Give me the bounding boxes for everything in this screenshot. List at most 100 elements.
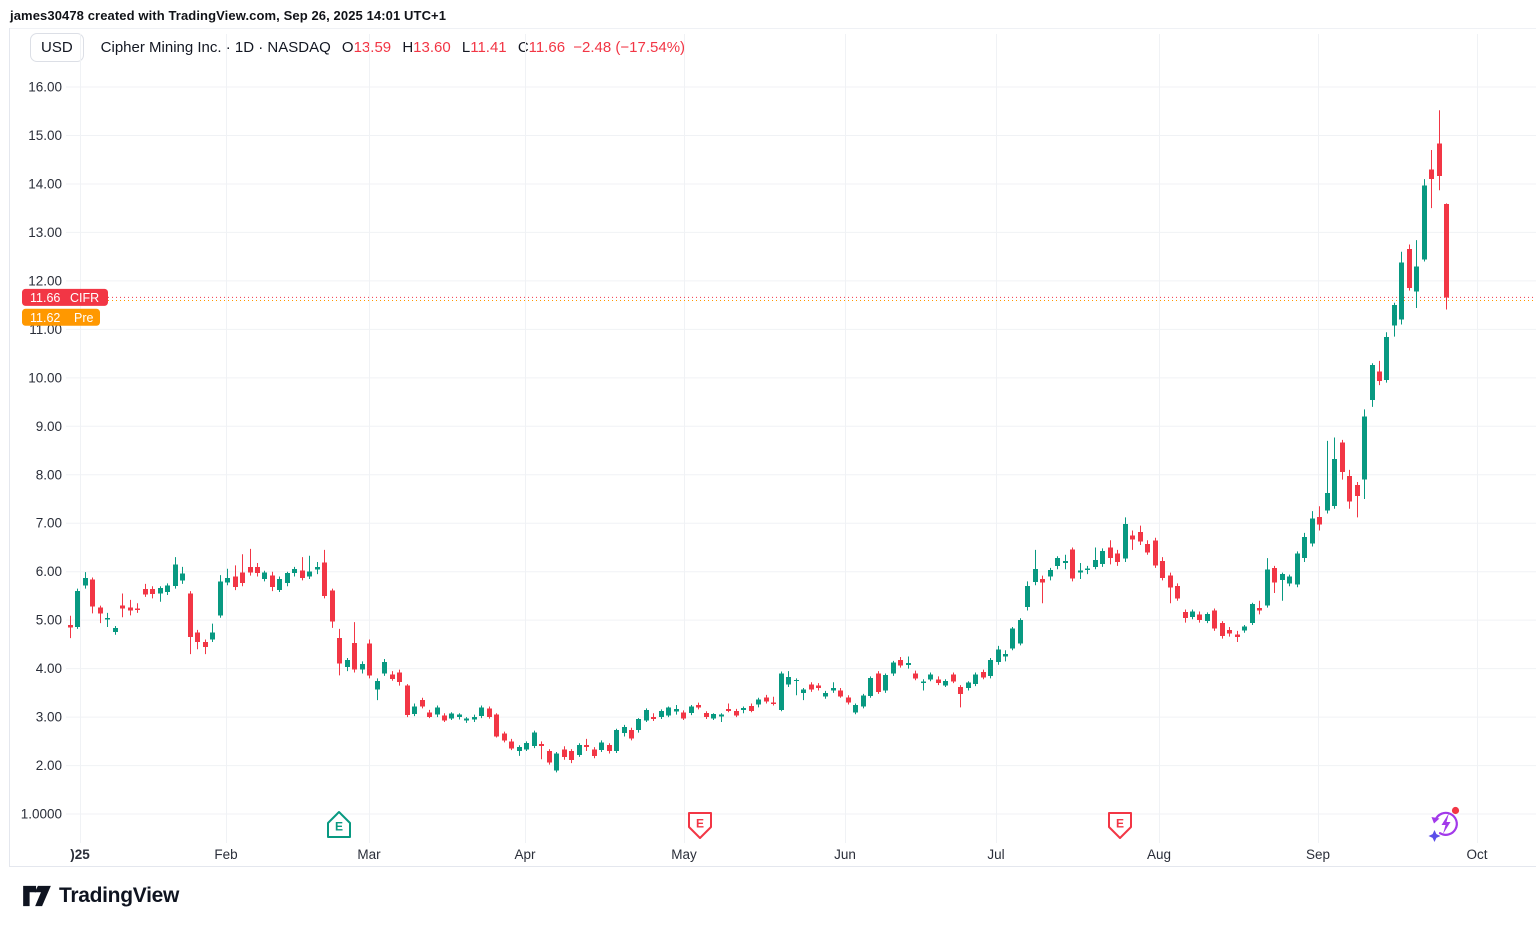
- high-value: 13.60: [413, 39, 451, 56]
- candle: [823, 690, 828, 699]
- candle: [472, 714, 477, 722]
- time-tick-label: Jun: [834, 847, 856, 862]
- last-price-badge-bg: [22, 288, 108, 306]
- candle-body: [1168, 575, 1173, 588]
- candle-body: [1205, 613, 1210, 622]
- candle: [921, 679, 926, 691]
- candle: [1332, 437, 1337, 509]
- candle: [1235, 630, 1240, 642]
- candle-body: [749, 705, 754, 711]
- current-price-lines: [24, 296, 1536, 301]
- candle-body: [636, 719, 641, 731]
- candle-body: [1078, 570, 1083, 573]
- candle-body: [210, 632, 215, 640]
- candle: [1168, 572, 1173, 604]
- candle-body: [764, 697, 769, 702]
- candle-body: [195, 632, 200, 642]
- candle: [801, 688, 806, 701]
- candle-body: [233, 576, 238, 588]
- time-axis[interactable]: )25 Feb Mar Apr May Jun Jul Aug Sep Oct: [70, 847, 1488, 862]
- candle-body: [1429, 169, 1434, 180]
- candle-body: [801, 689, 806, 693]
- earnings-marker-down[interactable]: E: [688, 812, 712, 839]
- candle: [1055, 556, 1060, 570]
- candle-body: [442, 715, 447, 721]
- candle: [1205, 612, 1210, 624]
- candlestick-chart[interactable]: 16.0015.0014.0013.0012.0011.0010.009.008…: [0, 28, 1536, 867]
- pre-market-badge-value: 11.62: [30, 311, 60, 325]
- price-tick-label: 3.00: [36, 710, 62, 725]
- candle-body: [1115, 553, 1120, 563]
- candle: [1048, 567, 1053, 581]
- tradingview-logo[interactable]: TradingView: [22, 884, 179, 908]
- candle-body: [1018, 620, 1023, 644]
- price-axis[interactable]: 16.0015.0014.0013.0012.0011.0010.009.008…: [21, 80, 62, 822]
- candle: [1040, 575, 1045, 604]
- candle: [1220, 621, 1225, 639]
- candle: [794, 678, 799, 696]
- currency-button[interactable]: USD: [30, 33, 84, 62]
- earnings-marker-up[interactable]: E: [327, 811, 351, 838]
- candle-body: [1227, 629, 1232, 634]
- candle: [1197, 611, 1202, 623]
- candle: [876, 671, 881, 694]
- candle: [1302, 532, 1307, 563]
- chart-widget: USD Cipher Mining Inc. · 1D · NASDAQ O13…: [0, 28, 1536, 867]
- candle: [1078, 562, 1083, 579]
- attribution-text: james30478 created with TradingView.com,…: [10, 8, 447, 23]
- candle-body: [1392, 305, 1397, 326]
- candle-body: [928, 674, 933, 680]
- candle: [966, 681, 971, 691]
- candle: [188, 591, 193, 655]
- candle: [524, 741, 529, 752]
- candle: [1325, 440, 1330, 514]
- candle-body: [517, 747, 522, 752]
- candle: [487, 706, 492, 719]
- candle: [375, 678, 380, 701]
- candle-body: [674, 708, 679, 712]
- candle-body: [1063, 561, 1068, 563]
- candle-body: [794, 679, 799, 682]
- candle: [868, 676, 873, 698]
- candle-body: [981, 672, 986, 678]
- candle-body: [1145, 544, 1150, 553]
- candle: [315, 562, 320, 575]
- candle: [83, 572, 88, 589]
- candle: [412, 703, 417, 717]
- candle-body: [1183, 611, 1188, 619]
- candle-body: [1310, 518, 1315, 544]
- candle: [165, 583, 170, 595]
- candle-body: [1280, 574, 1285, 580]
- candle-body: [1384, 337, 1389, 381]
- candle: [285, 571, 290, 587]
- candle-body: [1175, 586, 1180, 599]
- legend-title: Cipher Mining Inc. · 1D · NASDAQ: [100, 39, 331, 56]
- candle-body: [277, 578, 282, 591]
- candle: [622, 724, 627, 737]
- symbol-legend[interactable]: Cipher Mining Inc. · 1D · NASDAQ O13.59 …: [101, 39, 685, 56]
- low-value: 11.41: [470, 39, 507, 56]
- candle-body: [816, 685, 821, 689]
- candle: [1212, 608, 1217, 631]
- upcoming-earnings-ai-icon[interactable]: [1428, 806, 1460, 842]
- close-value: 11.66: [528, 39, 566, 56]
- candle: [771, 696, 776, 706]
- candle-body: [943, 681, 948, 686]
- candle: [846, 695, 851, 705]
- candle: [494, 713, 499, 738]
- candle: [457, 713, 462, 720]
- candle-body: [330, 590, 335, 622]
- candle-body: [1025, 586, 1030, 608]
- candle-body: [1085, 568, 1090, 571]
- candle: [180, 566, 185, 584]
- candle: [554, 752, 559, 773]
- candle: [1093, 547, 1098, 570]
- candle-body: [105, 618, 110, 620]
- candle-body: [1444, 203, 1449, 298]
- candle: [883, 673, 888, 693]
- candle-body: [622, 726, 627, 734]
- earnings-marker-down[interactable]: E: [1108, 812, 1132, 839]
- candle-body: [509, 741, 514, 749]
- candle-body: [988, 659, 993, 676]
- candle-body: [464, 718, 469, 721]
